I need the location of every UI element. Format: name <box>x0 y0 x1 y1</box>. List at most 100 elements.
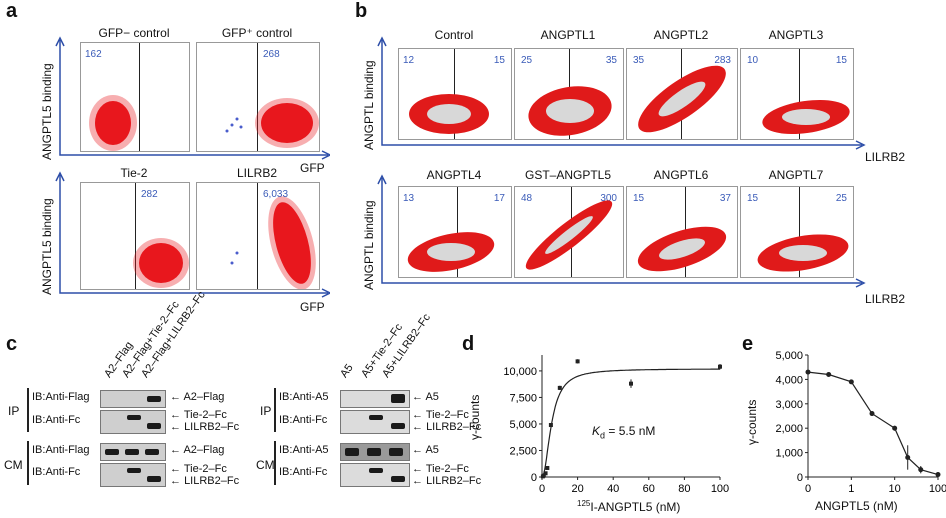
panel-a-count: 268 <box>263 49 280 60</box>
data-point <box>548 423 553 428</box>
y-tick-label: 10,000 <box>503 366 537 378</box>
y-tick-label: 4,000 <box>775 374 803 386</box>
panel-c-left-row-label: IB:Anti-Flag <box>32 391 90 403</box>
panel-c-right-blot-ip-fc <box>340 410 410 434</box>
panel-c-left-marker: ← Tie-2–Fc <box>170 463 227 475</box>
data-point <box>543 471 548 476</box>
panel-b-flow-plot: 10 15 <box>740 48 854 140</box>
panel-c-left-blot-ip-flag <box>100 390 166 408</box>
data-point <box>935 472 941 478</box>
x-tick-label: 80 <box>678 483 690 495</box>
panel-b-xlabel-top: LILRB2 <box>865 150 906 164</box>
y-tick-label: 7,500 <box>509 392 537 404</box>
x-tick-label: 20 <box>571 483 583 495</box>
panel-c-left-marker: ← A2–Flag <box>170 444 225 456</box>
panel-a-count: 6,033 <box>263 189 289 200</box>
panel-a-count: 162 <box>85 49 102 60</box>
panel-b-plot-title: ANGPTL2 <box>653 28 709 42</box>
panel-b-plot-title: ANGPTL6 <box>653 168 709 182</box>
data-point <box>905 454 911 460</box>
panel-c-right-row-label: IB:Anti-Fc <box>279 414 328 426</box>
x-tick-label: 60 <box>643 483 655 495</box>
panel-c-left-blot-cm-fc <box>100 463 166 487</box>
panel-c-right-blot-cm-fc <box>340 463 410 487</box>
panel-b-plot-title: GST–ANGPTL5 <box>524 168 612 182</box>
x-tick-label: 0 <box>805 483 811 495</box>
x-tick-label: 100 <box>929 483 946 495</box>
panel-c-right-row-label: IB:Anti-A5 <box>279 391 329 403</box>
data-point <box>869 411 875 417</box>
panel-b-count-left: 15 <box>633 193 645 204</box>
panel-e-ylabel: γ-counts <box>745 399 759 445</box>
panel-a-plot-title: GFP⁺ control <box>221 26 293 40</box>
panel-a-xlabel-bottom: GFP <box>300 300 325 314</box>
y-tick-label: 2,000 <box>775 423 803 435</box>
panel-c-right-lane-label: A5 <box>338 362 356 380</box>
panel-c-left-row-label: IB:Anti-Fc <box>32 414 81 426</box>
panel-b-plot-title: ANGPTL3 <box>768 28 824 42</box>
panel-a-plot-title: Tie-2 <box>120 166 148 180</box>
panel-c-left-cm-label: CM <box>4 458 23 472</box>
panel-e-xlabel: ANGPTL5 (nM) <box>815 499 898 513</box>
panel-b-flow-plot: 48 300 <box>514 186 624 278</box>
fit-curve <box>541 368 720 478</box>
data-point <box>629 381 633 386</box>
panel-a-flow-plot: 282 <box>80 182 190 290</box>
panel-b-count-left: 13 <box>403 193 415 204</box>
panel-a-count: 282 <box>141 189 158 200</box>
panel-b-count-left: 25 <box>521 55 533 66</box>
panel-b-flow-plot: 35 283 <box>626 48 738 140</box>
panel-b-letter: b <box>355 0 368 22</box>
panel-a-xlabel-top: GFP <box>300 161 325 175</box>
panel-b-plot-title: ANGPTL4 <box>426 168 482 182</box>
data-point <box>848 379 854 385</box>
panel-c-right-blot-cm-a5 <box>340 443 410 461</box>
y-tick-label: 5,000 <box>775 350 803 362</box>
panel-c-left-marker: ← LILRB2–Fc <box>170 421 240 433</box>
panel-a-letter: a <box>6 0 18 22</box>
panel-c-right-marker: ← LILRB2–Fc <box>412 475 482 487</box>
panel-c-right-marker: ← Tie-2–Fc <box>412 463 469 475</box>
panel-c-right-marker: ← Tie-2–Fc <box>412 409 469 421</box>
panel-b-count-right: 17 <box>493 193 505 204</box>
panel-c-left-marker: ← LILRB2–Fc <box>170 475 240 487</box>
panel-e-letter: e <box>742 333 754 355</box>
panel-b-flow-plot: 15 25 <box>740 186 854 278</box>
y-tick-label: 1,000 <box>775 448 803 460</box>
panel-a-axes <box>55 36 330 298</box>
data-point <box>892 425 898 431</box>
data-point <box>918 467 924 473</box>
x-tick-label: 100 <box>711 483 729 495</box>
panel-c-left-bracket <box>27 388 29 432</box>
panel-a-plot-title: LILRB2 <box>236 166 278 180</box>
x-tick-label: 1 <box>848 483 854 495</box>
panel-d-xlabel: 125I-ANGPTL5 (nM) <box>577 499 681 514</box>
x-tick-label: 40 <box>607 483 619 495</box>
data-point <box>826 372 832 378</box>
x-tick-label: 0 <box>539 483 545 495</box>
data-point <box>718 364 722 369</box>
panel-c-left-row-label: IB:Anti-Fc <box>32 466 81 478</box>
panel-a-flow-plot: 162 <box>80 42 190 152</box>
panel-b-plot-title: ANGPTL1 <box>540 28 596 42</box>
panel-b-axes <box>377 36 866 288</box>
panel-c-right-marker: ← A5 <box>412 444 439 456</box>
panel-b-count-left: 48 <box>521 193 533 204</box>
panel-c-left-ip-label: IP <box>8 404 20 418</box>
panel-c-left-marker: ← Tie-2–Fc <box>170 409 227 421</box>
panel-a-flow-plot: 268 <box>196 42 320 152</box>
data-point <box>557 385 562 390</box>
panel-b-count-right: 15 <box>493 55 505 66</box>
panel-b-count-right: 283 <box>714 55 731 66</box>
panel-d-chart: 0 2,500 5,000 7,500 10,000 0 20 40 60 80 100 <box>503 355 729 495</box>
panel-c-letter: c <box>6 333 18 355</box>
y-tick-label: 0 <box>797 472 803 484</box>
panel-b-count-left: 12 <box>403 55 415 66</box>
y-tick-label: 3,000 <box>775 399 803 411</box>
panel-c-right-marker: ← LILRB2–Fc <box>412 421 482 433</box>
panel-b-flow-plot: 13 17 <box>398 186 512 278</box>
panel-b-flow-plot: 12 15 <box>398 48 512 140</box>
panel-c-right-bracket <box>274 388 276 432</box>
panel-d-kd-annotation: Kd = 5.5 nM <box>592 424 656 441</box>
panel-a-flow-plot: 6,033 <box>196 182 320 290</box>
